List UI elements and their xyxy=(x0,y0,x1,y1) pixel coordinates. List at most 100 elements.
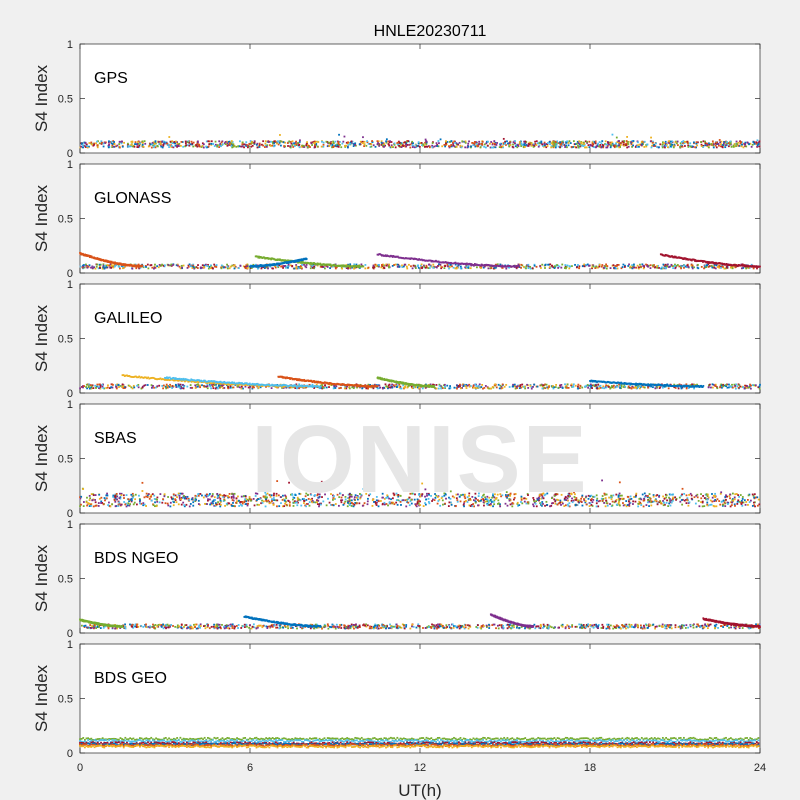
data-point xyxy=(122,494,125,497)
data-point xyxy=(691,145,694,148)
data-point xyxy=(265,385,267,388)
data-point xyxy=(742,264,745,267)
data-point xyxy=(198,145,201,148)
data-point xyxy=(259,386,262,389)
data-point xyxy=(388,263,390,266)
data-point xyxy=(758,140,761,143)
data-point xyxy=(605,386,608,389)
data-point xyxy=(631,141,634,144)
data-point xyxy=(486,140,488,143)
data-point xyxy=(506,140,508,143)
data-point xyxy=(398,265,401,268)
data-point xyxy=(522,146,525,149)
data-point xyxy=(620,384,623,386)
data-point xyxy=(289,386,292,389)
data-point xyxy=(331,146,333,149)
data-point xyxy=(371,140,374,142)
data-point xyxy=(752,267,755,270)
data-point xyxy=(468,140,470,143)
data-point xyxy=(196,267,199,269)
data-point xyxy=(547,387,550,390)
data-point xyxy=(109,263,112,266)
data-point xyxy=(94,267,97,270)
data-point xyxy=(243,382,246,385)
data-point xyxy=(424,141,426,144)
data-point xyxy=(191,386,194,389)
data-point xyxy=(296,379,298,381)
data-point xyxy=(633,265,635,267)
data-point xyxy=(271,144,274,147)
data-point xyxy=(154,146,157,149)
data-point xyxy=(557,145,560,148)
data-point xyxy=(632,265,634,268)
data-point xyxy=(318,387,321,390)
data-point xyxy=(669,265,671,268)
data-point xyxy=(645,145,648,148)
data-point xyxy=(263,146,266,148)
data-point xyxy=(629,266,631,269)
data-point xyxy=(478,140,481,143)
data-point xyxy=(162,144,165,147)
data-point xyxy=(439,264,442,267)
data-point xyxy=(110,263,113,266)
data-point xyxy=(712,143,715,146)
data-point xyxy=(694,260,696,262)
data-point xyxy=(378,387,380,390)
data-point xyxy=(683,266,685,269)
data-point xyxy=(304,384,307,387)
data-point xyxy=(332,140,335,143)
data-point xyxy=(223,142,226,145)
data-point xyxy=(95,142,97,145)
data-point xyxy=(577,146,580,149)
data-point xyxy=(566,264,569,267)
data-point xyxy=(698,386,701,388)
data-point xyxy=(205,140,208,143)
data-point xyxy=(136,143,139,146)
data-point xyxy=(457,263,460,266)
data-point xyxy=(396,265,399,268)
data-point xyxy=(610,386,613,389)
data-point xyxy=(584,385,587,388)
data-point xyxy=(748,385,751,388)
data-point xyxy=(358,267,361,269)
data-point xyxy=(261,143,263,146)
data-point xyxy=(201,142,204,145)
data-point xyxy=(296,378,299,380)
data-point xyxy=(443,383,446,386)
data-point xyxy=(309,384,312,387)
data-point xyxy=(518,265,521,268)
data-point xyxy=(195,266,198,269)
data-point xyxy=(209,382,212,385)
data-point xyxy=(476,145,479,147)
data-point xyxy=(337,145,340,148)
data-point xyxy=(697,141,699,144)
data-point xyxy=(162,143,165,146)
data-point xyxy=(114,384,117,387)
data-point xyxy=(252,385,254,388)
data-point xyxy=(461,387,463,389)
data-point xyxy=(570,384,573,387)
data-point xyxy=(700,141,703,143)
data-point xyxy=(176,263,179,266)
data-point xyxy=(611,142,614,145)
data-point xyxy=(629,384,632,387)
data-point xyxy=(652,145,655,147)
data-point xyxy=(131,376,134,378)
data-point xyxy=(379,377,382,380)
data-point xyxy=(295,140,297,143)
data-point xyxy=(515,143,518,146)
data-point xyxy=(744,264,747,267)
data-point xyxy=(82,265,85,268)
data-point xyxy=(148,377,151,380)
data-point xyxy=(183,378,186,381)
data-point xyxy=(448,141,451,143)
data-point xyxy=(520,145,523,148)
data-point xyxy=(101,267,104,270)
data-point xyxy=(212,387,215,390)
data-point xyxy=(450,144,453,146)
data-point xyxy=(711,140,714,143)
data-point xyxy=(382,142,384,145)
data-point xyxy=(575,266,578,269)
data-point xyxy=(674,267,677,270)
y-tick-label: 0 xyxy=(67,388,73,400)
